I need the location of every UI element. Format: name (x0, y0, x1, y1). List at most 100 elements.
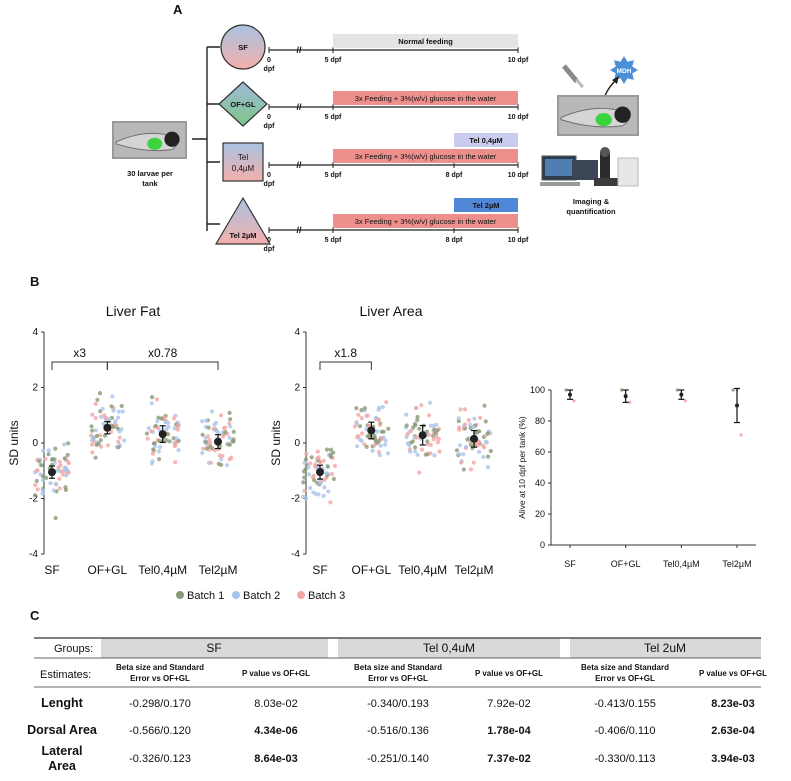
mean-point (623, 394, 628, 399)
data-point (386, 426, 391, 431)
data-point (57, 459, 62, 464)
data-point (216, 461, 221, 466)
data-point (109, 404, 114, 409)
data-point (122, 438, 127, 443)
sub-header-beta-line2: Error vs OF+GL (368, 674, 428, 683)
data-point (110, 394, 115, 399)
mdh-burst-icon (610, 56, 638, 84)
data-point (66, 461, 71, 466)
data-point (427, 400, 433, 405)
mean-point (735, 403, 739, 408)
data-point (157, 457, 162, 462)
data-point (40, 488, 45, 493)
table-cell: 8.64e-03 (254, 753, 297, 765)
data-point (227, 410, 232, 415)
table-group-name: Tel 2uM (644, 641, 686, 655)
x-tick-label: Tel2µM (455, 563, 494, 577)
annotation-bracket (106, 361, 219, 370)
data-point (326, 489, 331, 494)
feeding-bar (333, 214, 518, 228)
mean-point (470, 434, 478, 443)
imaging-illustration: MDH Imaging &quantification (540, 56, 639, 216)
data-point (172, 444, 177, 449)
data-point (149, 429, 154, 434)
data-point (315, 456, 320, 461)
data-point (483, 419, 488, 424)
data-point (149, 401, 154, 406)
triangle-icon (214, 196, 272, 245)
data-point (375, 429, 380, 434)
data-point (481, 434, 486, 440)
x-tick-label: SF (312, 563, 327, 577)
data-point (166, 424, 171, 429)
annotation-bracket (319, 361, 372, 370)
mean-point (367, 426, 376, 435)
data-point (485, 431, 490, 436)
table-cell: -0.413/0.155 (594, 698, 656, 710)
data-point (46, 452, 51, 457)
data-point (153, 423, 158, 428)
data-point (222, 426, 227, 431)
larva-eye (164, 131, 180, 147)
data-point (227, 457, 232, 462)
data-point (415, 418, 420, 423)
data-point (227, 435, 232, 440)
group-shape-label-line2: 0,4µM (232, 164, 255, 173)
data-point (436, 437, 441, 442)
data-point (315, 449, 320, 454)
data-point (90, 428, 95, 433)
data-point (62, 456, 67, 461)
data-point (331, 476, 336, 482)
data-point (360, 431, 365, 436)
data-point (117, 435, 122, 440)
data-point (462, 407, 467, 412)
data-point (227, 442, 232, 447)
y-axis-label: SD units (7, 420, 21, 465)
data-point (425, 439, 430, 444)
timeline-row: // 3x Feeding + 3%(w/v) glucose in the wa… (264, 198, 529, 253)
data-point (207, 438, 212, 443)
data-point (312, 478, 317, 483)
diamond-icon (218, 81, 268, 127)
y-tick-label: 20 (535, 509, 545, 519)
data-point (99, 444, 104, 449)
data-point (204, 418, 209, 423)
data-point (106, 417, 111, 422)
data-point (158, 444, 163, 450)
data-point (94, 433, 100, 439)
data-point (407, 447, 412, 452)
data-point (208, 460, 213, 465)
arrow-head-icon (612, 76, 619, 84)
table-cell: -0.251/0.140 (367, 753, 429, 765)
data-point (383, 442, 388, 447)
mean-point (316, 468, 324, 477)
data-point (318, 460, 323, 465)
table-cell: 4.34e-06 (254, 725, 297, 737)
data-point (200, 451, 205, 456)
sub-header-pvalue: P value vs OF+GL (475, 669, 543, 678)
data-point (316, 492, 321, 497)
y-tick-label: -2 (291, 494, 300, 505)
monitor-icon-2 (572, 160, 598, 180)
legend-swatch (176, 591, 184, 599)
keyboard-icon (540, 182, 580, 186)
y-tick-label: 2 (32, 383, 38, 394)
data-point (120, 409, 125, 414)
day-label-10: 10 dpf (508, 57, 529, 64)
monitor-screen (545, 159, 573, 176)
y-axis-label: Alive at 10 dpf per tank (%) (517, 416, 527, 519)
data-point (404, 423, 409, 428)
data-point (332, 463, 338, 468)
data-point (476, 439, 482, 444)
day-label-5: 5 dpf (325, 57, 342, 64)
table-estimates-label: Estimates: (40, 669, 91, 681)
day-label-0: 0 (267, 57, 271, 64)
table-cell: -0.566/0.120 (129, 725, 191, 737)
data-point (167, 439, 172, 444)
data-point (428, 442, 433, 447)
timeline-break: // (296, 102, 302, 112)
group-header-bg (338, 638, 560, 658)
data-point (228, 424, 233, 429)
data-point (472, 416, 477, 421)
data-point (145, 436, 150, 441)
